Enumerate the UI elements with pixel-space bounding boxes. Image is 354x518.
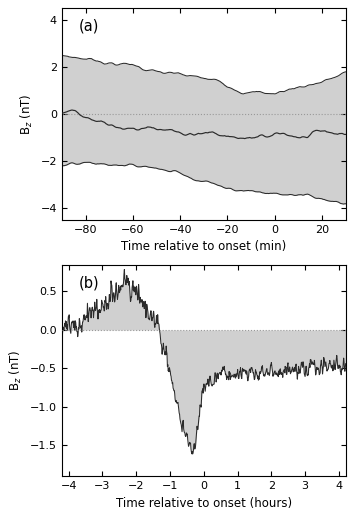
Text: (b): (b): [79, 275, 99, 290]
Text: (a): (a): [79, 19, 99, 34]
Y-axis label: B$_z$ (nT): B$_z$ (nT): [19, 93, 35, 135]
Y-axis label: B$_z$ (nT): B$_z$ (nT): [8, 350, 24, 391]
X-axis label: Time relative to onset (min): Time relative to onset (min): [121, 240, 286, 253]
X-axis label: Time relative to onset (hours): Time relative to onset (hours): [116, 497, 292, 510]
